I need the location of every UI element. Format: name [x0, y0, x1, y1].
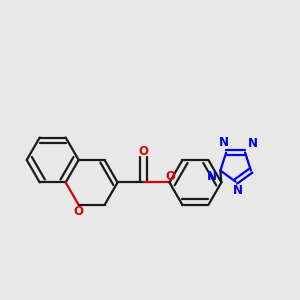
- Text: N: N: [248, 137, 258, 150]
- Text: O: O: [139, 145, 148, 158]
- Text: O: O: [166, 170, 176, 183]
- Text: N: N: [219, 136, 229, 149]
- Text: O: O: [74, 205, 84, 218]
- Text: N: N: [233, 184, 243, 197]
- Text: N: N: [207, 170, 217, 183]
